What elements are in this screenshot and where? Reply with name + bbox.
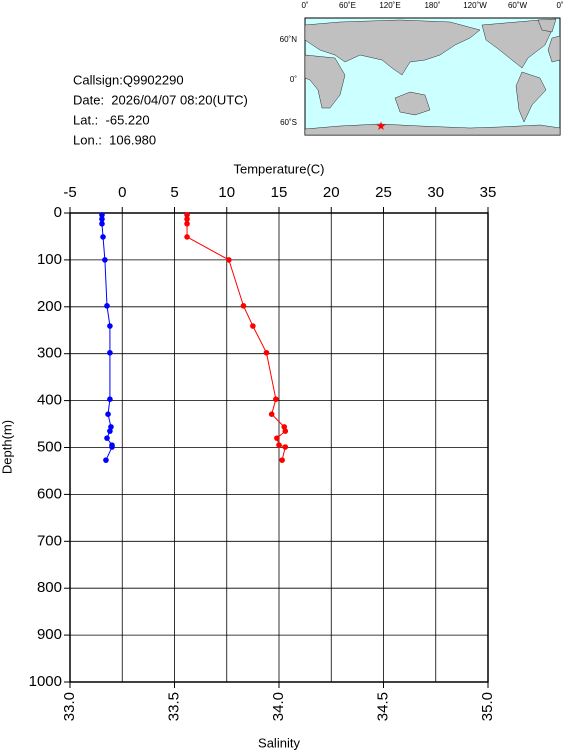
profile-point [282,428,289,434]
profile-point [103,457,109,463]
map-land [304,18,561,136]
y-tick-label: 200 [37,298,62,315]
profile-point [184,220,190,227]
profile-point [282,444,289,450]
map-lon-label: 180˚ [424,1,440,10]
y-tick-label: 300 [37,345,62,362]
map-lon-label: 60˚E [339,1,356,10]
profile-point [99,220,105,227]
x2-tick-label: 10 [218,184,235,201]
x-tick-label: 33.5 [165,692,182,721]
profile-point [268,411,275,418]
profile-point [107,396,113,402]
info-lon: Lon.: 106.980 [73,132,156,147]
x2-tick-label: 0 [118,184,126,201]
profile-point [250,323,256,329]
profile-point [102,257,108,263]
map-lon-label: 0˚ [301,1,308,10]
y-tick-label: 900 [37,626,62,643]
x-tick-label: 34.0 [270,692,287,721]
map-lat-label: 0˚ [290,75,297,84]
x-tick-label: 34.5 [374,692,391,721]
profile-point [184,216,190,222]
y-tick-label: 700 [37,532,62,549]
profile-point [184,234,190,240]
map-lon-label: 0˚ [556,1,563,10]
profile-point [107,349,113,356]
profile-point [107,323,113,329]
map-lat-label: 60˚S [280,118,297,127]
profile-point [100,234,106,240]
x2-tick-label: 25 [375,184,392,201]
x2-tick-label: 5 [170,184,178,201]
profile-point [276,442,282,448]
info-lat: Lat.: -65.220 [73,112,150,127]
map-lon-label: 120˚E [379,1,400,10]
x2-tick-label: 30 [427,184,444,201]
y-tick-label: 1000 [29,673,62,690]
profile-point [104,303,110,309]
info-date: Date: 2026/04/07 08:20(UTC) [73,92,248,107]
y-tick-label: 0 [54,204,62,221]
profile-point [263,349,270,356]
x2-tick-label: 15 [271,184,288,201]
profile-point [281,424,288,430]
y-axis-label: Depth(m) [0,420,14,474]
map-lon-label: 120˚W [463,1,487,10]
profile-point [273,396,279,402]
map-lon-label: 60˚W [508,1,528,10]
profile-point [274,435,280,441]
profile-line [101,214,113,461]
profile-line [186,214,286,461]
profile-point [240,303,247,309]
profile-point [105,411,111,418]
profile-point [279,457,285,463]
x2-tick-label: -5 [63,184,76,201]
profile-point [107,428,113,434]
profile-point [226,257,232,263]
x-tick-label: 35.0 [479,692,496,721]
y-tick-label: 400 [37,392,62,409]
y-tick-label: 600 [37,485,62,502]
profile-point [184,212,190,218]
x2-tick-label: 35 [480,184,497,201]
x2-tick-label: 20 [323,184,340,201]
y-tick-label: 100 [37,251,62,268]
y-tick-label: 800 [37,579,62,596]
plot-frame [69,212,489,683]
profile-point [99,212,105,218]
profile-point [104,435,110,441]
info-callsign: Callsign:Q9902290 [73,72,184,87]
x-tick-label: 33.0 [61,692,78,721]
y-tick-label: 500 [37,438,62,455]
bottom-axis-label: Salinity [258,735,300,750]
map-lat-label: 60˚N [280,35,298,44]
profile-point [108,424,114,430]
top-axis-label: Temperature(C) [233,161,324,176]
profile-point [109,444,115,450]
profile-point [99,216,105,222]
world-map: ★ [304,17,561,136]
location-marker: ★ [376,119,387,133]
